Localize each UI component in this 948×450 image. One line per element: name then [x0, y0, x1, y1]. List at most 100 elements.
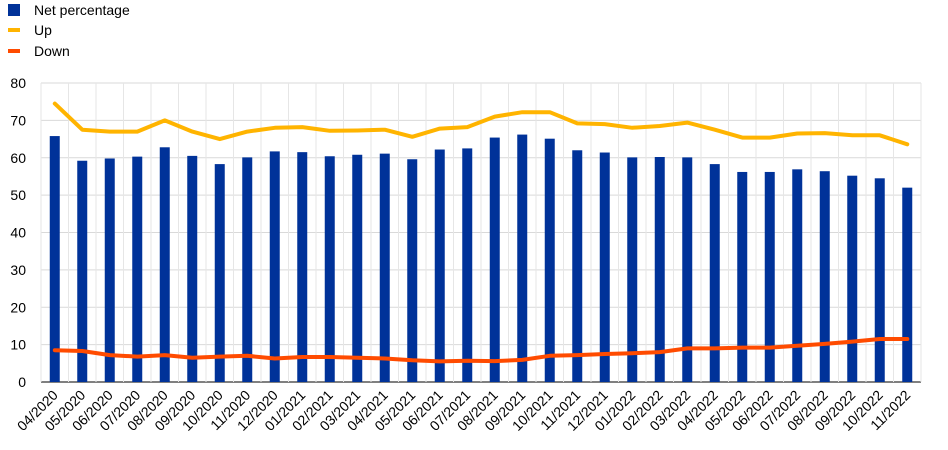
line-point-up	[494, 116, 496, 118]
line-point-up	[549, 111, 551, 113]
x-axis: 04/202005/202006/202007/202008/202009/20…	[14, 387, 914, 434]
y-tick-label: 80	[10, 75, 26, 91]
bar	[847, 175, 858, 382]
line-point-down	[494, 360, 496, 362]
bar	[352, 154, 363, 382]
line-point-up	[136, 131, 138, 133]
line-point-up	[246, 131, 248, 133]
y-tick-label: 70	[10, 112, 26, 128]
bar	[297, 152, 308, 382]
line-point-up	[191, 131, 193, 133]
line-point-up	[686, 122, 688, 124]
line-point-down	[906, 338, 908, 340]
bar	[159, 147, 170, 382]
line-point-up	[109, 131, 111, 133]
line-point-up	[439, 128, 441, 130]
line-point-down	[824, 343, 826, 345]
line-point-down	[356, 357, 358, 359]
legend-swatch-net-percentage	[8, 4, 20, 16]
line-point-down	[109, 354, 111, 356]
bar	[187, 155, 198, 382]
bar	[874, 178, 885, 382]
line-point-down	[741, 347, 743, 349]
gridlines	[40, 82, 922, 383]
y-tick-label: 20	[10, 299, 26, 315]
bar	[764, 171, 775, 382]
line-point-down	[329, 356, 331, 358]
line-point-up	[81, 129, 83, 131]
line-point-up	[906, 143, 908, 145]
line-point-down	[136, 356, 138, 358]
bar	[242, 157, 253, 382]
bar	[627, 157, 638, 382]
legend-label-net-percentage: Net percentage	[34, 2, 130, 18]
bar	[489, 137, 500, 382]
legend-label-down: Down	[34, 43, 70, 59]
line-point-up	[384, 129, 386, 131]
line-point-up	[466, 126, 468, 128]
bar	[654, 157, 665, 382]
line-point-up	[274, 127, 276, 129]
bar	[132, 156, 143, 382]
bar	[407, 159, 418, 382]
line-point-up	[851, 134, 853, 136]
line-point-down	[686, 347, 688, 349]
line-point-down	[274, 357, 276, 359]
line-point-down	[81, 350, 83, 352]
bar	[77, 160, 88, 382]
line-point-up	[576, 122, 578, 124]
line-point-up	[411, 136, 413, 138]
line-point-up	[604, 123, 606, 125]
bar	[572, 150, 583, 382]
line-point-down	[439, 360, 441, 362]
y-tick-label: 50	[10, 187, 26, 203]
line-point-down	[769, 347, 771, 349]
line-series-up	[52, 101, 910, 147]
bar-series-net-percentage	[49, 134, 913, 382]
bar	[104, 158, 115, 382]
bar	[517, 134, 528, 382]
line-point-up	[329, 130, 331, 132]
line-point-up	[769, 137, 771, 139]
line-point-down	[466, 360, 468, 362]
bar	[709, 164, 720, 382]
y-tick-label: 60	[10, 150, 26, 166]
line-point-down	[796, 345, 798, 347]
line-point-up	[54, 103, 56, 105]
bar	[792, 169, 803, 382]
bar	[379, 153, 390, 382]
line-point-up	[356, 129, 358, 131]
line-point-up	[741, 137, 743, 139]
line-point-down	[659, 351, 661, 353]
line-point-down	[54, 349, 56, 351]
bar	[324, 156, 335, 382]
bar	[49, 136, 60, 382]
line-point-down	[191, 357, 193, 359]
bar	[737, 171, 748, 382]
line-point-up	[659, 125, 661, 127]
line-point-down	[521, 359, 523, 361]
bar	[214, 164, 225, 382]
line-point-down	[246, 355, 248, 357]
bar	[434, 149, 445, 382]
legend: Net percentage Up Down	[8, 2, 130, 59]
line-point-down	[549, 355, 551, 357]
line-point-up	[219, 138, 221, 140]
line-point-down	[604, 353, 606, 355]
line-point-down	[851, 341, 853, 343]
line-point-up	[164, 119, 166, 121]
line-point-down	[714, 347, 716, 349]
line-point-up	[879, 134, 881, 136]
line-point-up	[631, 127, 633, 129]
y-tick-label: 40	[10, 225, 26, 241]
line-point-up	[824, 132, 826, 134]
line-series-down	[52, 337, 910, 364]
y-axis: 0 10 20 30 40 50 60 70 80	[10, 75, 26, 390]
y-tick-label: 10	[10, 337, 26, 353]
line-point-up	[521, 111, 523, 113]
line-point-down	[219, 356, 221, 358]
line-point-down	[879, 338, 881, 340]
bar	[462, 148, 473, 382]
line-point-down	[384, 357, 386, 359]
